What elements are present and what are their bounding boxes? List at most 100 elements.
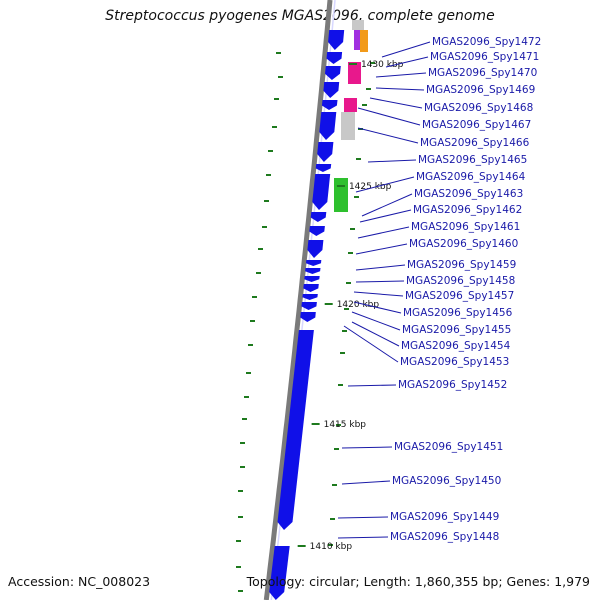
gene-leader-line: [375, 87, 425, 91]
gene-leader-line: [357, 127, 419, 144]
tick-mark: [256, 272, 261, 274]
tick-mark: [264, 200, 269, 202]
gene-leader-line: [369, 97, 423, 109]
tick-mark: [366, 88, 371, 90]
tick-mark: [250, 320, 255, 322]
gene-leader-line: [359, 209, 412, 223]
gene-arrow: [269, 546, 290, 600]
tick-mark: [350, 228, 355, 230]
tick-mark: [328, 544, 333, 546]
gene-arrow: [310, 212, 327, 222]
map-title: Streptococcus pyogenes MGAS2096, complet…: [105, 8, 495, 24]
gene-label: MGAS2096_Spy1458: [406, 275, 515, 287]
gene-arrow: [307, 240, 324, 258]
gene-leader-line: [361, 193, 413, 217]
gene-label: MGAS2096_Spy1449: [390, 511, 499, 523]
gene-leader-line: [353, 291, 404, 297]
gene-arrow: [315, 164, 332, 172]
kbp-label: 1420 kbp: [337, 300, 380, 310]
tick-mark: [240, 442, 245, 444]
gene-label: MGAS2096_Spy1453: [400, 356, 509, 368]
tick-mark: [272, 126, 277, 128]
feature-block: [344, 98, 357, 112]
gene-label: MGAS2096_Spy1462: [413, 204, 522, 216]
tick-mark: [330, 518, 335, 520]
feature-block: [334, 178, 348, 212]
tick-mark: [334, 448, 339, 450]
gene-label: MGAS2096_Spy1454: [401, 340, 511, 352]
gene-arrow: [321, 100, 338, 110]
gene-label: MGAS2096_Spy1463: [414, 188, 523, 200]
accession-text: Accession: NC_008023: [8, 574, 151, 589]
tick-mark: [344, 308, 349, 310]
gene-arrow: [309, 226, 325, 236]
gene-arrow: [301, 302, 317, 310]
tick-mark: [266, 174, 271, 176]
tick-mark: [278, 76, 283, 78]
gene-arrow: [312, 174, 331, 210]
gene-leader-line: [385, 56, 429, 68]
gene-label: MGAS2096_Spy1469: [426, 84, 535, 96]
gene-label: MGAS2096_Spy1466: [420, 137, 530, 149]
gene-leader-line: [343, 325, 399, 363]
kbp-label: 1410 kbp: [310, 542, 353, 552]
tick-mark: [238, 590, 243, 592]
tick-mark: [268, 150, 273, 152]
genome-backbone: [263, 0, 333, 600]
feature-block: [352, 20, 364, 30]
tick-mark: [248, 344, 253, 346]
tick-mark: [274, 98, 279, 100]
gene-label: MGAS2096_Spy1457: [405, 290, 514, 302]
gene-label: MGAS2096_Spy1460: [409, 238, 518, 250]
tick-mark: [370, 62, 375, 64]
topology-text: Topology: circular; Length: 1,860,355 bp…: [246, 574, 590, 589]
gene-leader-line: [355, 243, 408, 255]
gene-leader-line: [381, 41, 431, 58]
gene-leader-line: [367, 159, 417, 163]
tick-mark: [246, 372, 251, 374]
tick-mark: [238, 516, 243, 518]
gene-leader-line: [351, 321, 400, 347]
gene-leader-line: [341, 480, 391, 485]
gene-label: MGAS2096_Spy1471: [430, 51, 539, 63]
gene-label: MGAS2096_Spy1451: [394, 441, 503, 453]
tick-mark: [348, 252, 353, 254]
tick-mark: [356, 158, 361, 160]
tick-mark: [338, 384, 343, 386]
kbp-label: 1430 kbp: [361, 60, 404, 70]
gene-leader-line: [355, 264, 406, 271]
tick-mark: [236, 540, 241, 542]
tick-mark: [354, 196, 359, 198]
gene-arrow: [323, 82, 340, 98]
gene-leader-line: [353, 301, 402, 314]
tick-mark: [332, 484, 337, 486]
feature-block: [354, 30, 360, 50]
gene-label: MGAS2096_Spy1465: [418, 154, 527, 166]
gene-leader-line: [337, 516, 389, 519]
gene-label: MGAS2096_Spy1468: [424, 102, 533, 114]
gene-leader-line: [355, 280, 405, 283]
tick-mark: [276, 52, 281, 54]
gene-label: MGAS2096_Spy1455: [402, 324, 511, 336]
gene-arrow: [326, 52, 343, 64]
gene-arrow: [325, 66, 341, 80]
tick-mark: [244, 396, 249, 398]
gene-leader-line: [347, 384, 397, 387]
tick-mark: [346, 282, 351, 284]
gene-arrow: [328, 30, 345, 50]
gene-leader-line: [375, 72, 427, 78]
tick-mark: [258, 248, 263, 250]
gene-arrow: [302, 294, 318, 300]
tick-mark: [252, 296, 257, 298]
gene-label: MGAS2096_Spy1461: [411, 221, 520, 233]
gene-leader-line: [355, 176, 415, 193]
gene-arrow: [305, 268, 321, 274]
gene-label: MGAS2096_Spy1472: [432, 36, 541, 48]
gene-label: MGAS2096_Spy1467: [422, 119, 531, 131]
gene-leader-line: [341, 446, 393, 449]
gene-arrow: [300, 312, 316, 322]
gene-label: MGAS2096_Spy1450: [392, 475, 501, 487]
tick-mark: [340, 352, 345, 354]
gene-arrow: [319, 112, 337, 140]
